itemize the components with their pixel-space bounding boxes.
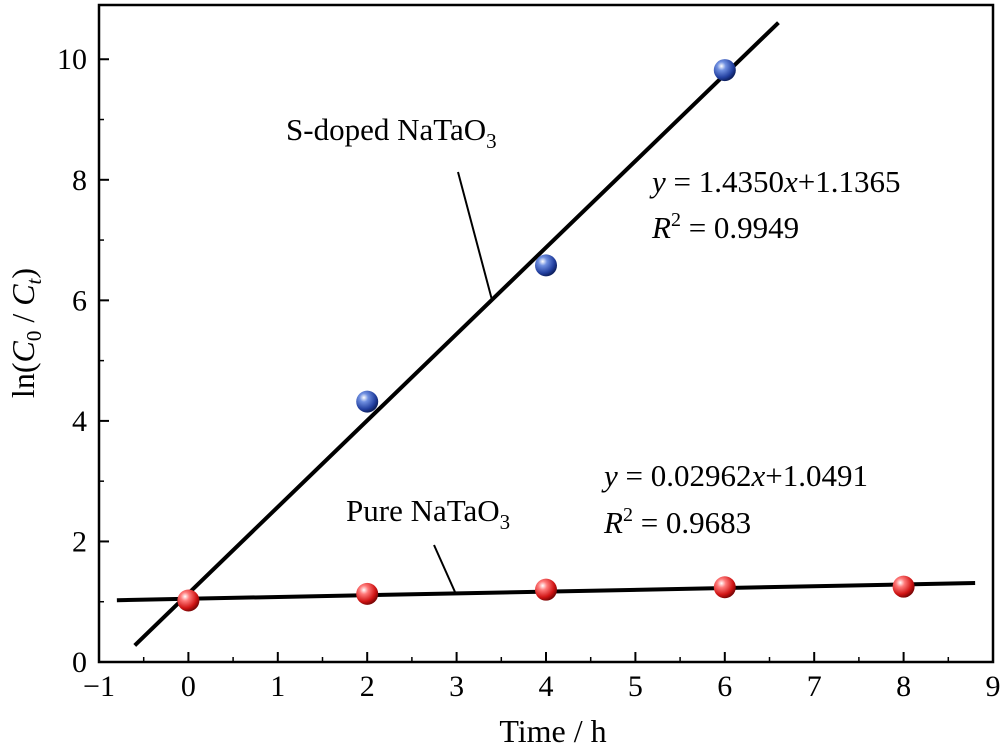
equation-pure: y = 0.02962x+1.0491 <box>601 458 868 493</box>
x-tick-label: 3 <box>449 670 464 703</box>
x-tick-label: 1 <box>270 670 285 703</box>
y-tick-label: 8 <box>72 164 87 197</box>
x-axis-title: Time / h <box>499 713 606 746</box>
r-squared-s-doped: R2 = 0.9949 <box>651 209 799 245</box>
y-tick-label: 2 <box>72 525 87 558</box>
plot-frame <box>97 3 995 664</box>
data-point-s-doped <box>535 254 557 277</box>
x-axis-ticks: −1 0 1 2 3 4 5 6 7 8 9 <box>83 652 1000 703</box>
x-tick-label: 5 <box>628 670 643 703</box>
r-squared-pure: R2 = 0.9683 <box>603 504 751 540</box>
data-point-pure <box>177 589 200 612</box>
x-tick-label: 4 <box>539 670 554 703</box>
x-tick-label: 0 <box>181 670 196 703</box>
y-axis-title: ln(C0 / Ct) <box>5 268 46 398</box>
fit-line-s-doped <box>133 21 780 647</box>
leader-line-s-doped <box>457 171 493 301</box>
x-tick-label: 2 <box>360 670 375 703</box>
leader-line-pure <box>433 544 456 593</box>
data-point-pure <box>356 582 379 605</box>
y-tick-label: 10 <box>57 43 87 76</box>
fit-lines <box>116 21 976 647</box>
y-axis-ticks: 0 2 4 6 8 10 <box>57 43 109 679</box>
y-tick-label: 6 <box>72 284 87 317</box>
equation-s-doped: y = 1.4350x+1.1365 <box>649 164 901 199</box>
x-tick-label: 8 <box>896 670 911 703</box>
y-tick-label: 4 <box>72 405 87 438</box>
axes-box <box>97 3 995 664</box>
y-tick-label: 0 <box>72 646 87 679</box>
data-points <box>177 59 915 612</box>
data-point-pure <box>892 575 915 598</box>
x-tick-label: 9 <box>986 670 1000 703</box>
data-point-s-doped <box>713 59 736 82</box>
series-label-s-doped: S-doped NaTaO3 <box>286 112 497 153</box>
data-point-pure <box>535 578 557 601</box>
series-label-pure: Pure NaTaO3 <box>346 493 510 534</box>
data-point-s-doped <box>356 390 379 413</box>
x-tick-label: 6 <box>717 670 732 703</box>
data-point-pure <box>713 576 736 599</box>
x-tick-label: −1 <box>83 670 115 703</box>
x-tick-label: 7 <box>807 670 822 703</box>
